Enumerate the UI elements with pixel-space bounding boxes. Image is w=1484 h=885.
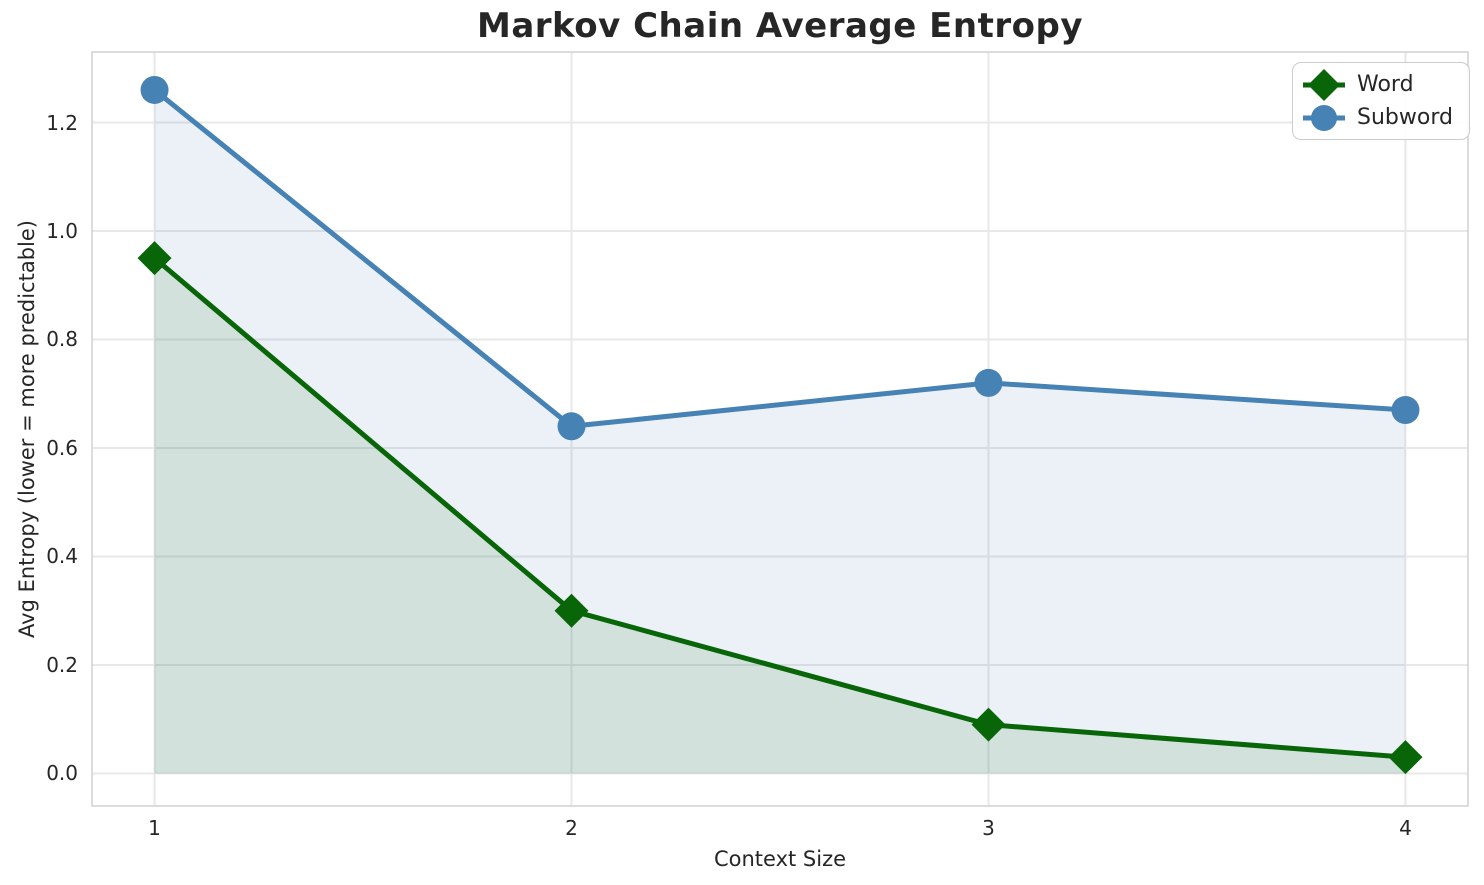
- area-fill-word: [154, 258, 1406, 774]
- y-tick-label: 0.2: [46, 652, 78, 677]
- y-tick-label: 1.0: [46, 219, 78, 243]
- subword-marker: [140, 75, 169, 104]
- word-marker: [971, 707, 1006, 742]
- chart-title: Markov Chain Average Entropy: [477, 6, 1083, 46]
- word-marker: [554, 593, 589, 628]
- x-tick-label: 2: [565, 816, 578, 840]
- word-marker: [137, 241, 172, 276]
- legend: Word Subword: [1292, 62, 1470, 140]
- subword-line: [152, 87, 1408, 429]
- area-fill-subword: [154, 89, 1406, 774]
- legend-item-subword: Subword: [1301, 101, 1453, 134]
- x-tick-label: 1: [148, 816, 161, 840]
- x-tick-label: 4: [1399, 816, 1412, 840]
- y-tick-label: 1.2: [46, 110, 78, 135]
- subword-marker: [1391, 396, 1420, 425]
- subword-legend-marker: [1303, 104, 1345, 131]
- word-line: [152, 255, 1408, 760]
- y-tick-label: 0.4: [46, 544, 78, 569]
- word-legend-marker: [1303, 68, 1345, 101]
- x-axis-label: Context Size: [713, 847, 847, 871]
- y-tick-label: 0.0: [46, 761, 78, 786]
- plot-border: [91, 51, 1469, 807]
- x-tick-label: 3: [982, 816, 995, 840]
- legend-label-word: Word: [1357, 72, 1414, 97]
- subword-marker: [557, 412, 586, 441]
- subword-marker: [974, 368, 1003, 397]
- word-marker: [1388, 740, 1423, 775]
- legend-label-subword: Subword: [1357, 105, 1453, 130]
- y-tick-label: 0.8: [46, 327, 78, 352]
- y-tick-label: 0.6: [46, 435, 78, 460]
- legend-item-word: Word: [1301, 68, 1453, 101]
